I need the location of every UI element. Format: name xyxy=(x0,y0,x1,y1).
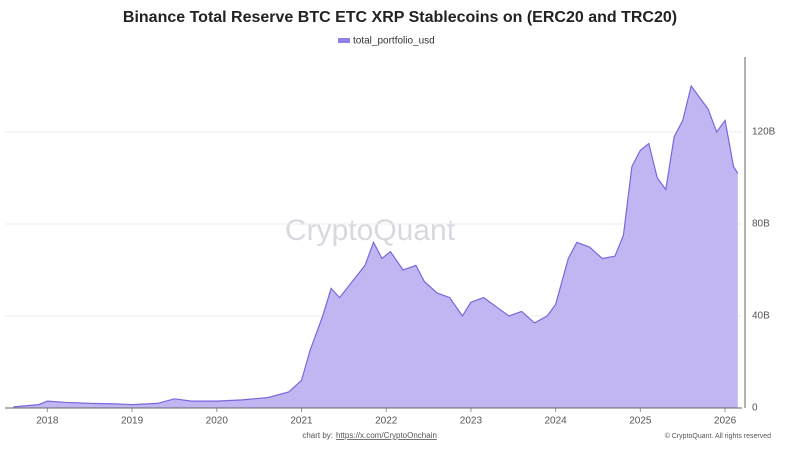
credit-prefix: chart by: xyxy=(302,431,333,440)
x-tick-label: 2022 xyxy=(375,416,398,427)
x-tick-label: 2026 xyxy=(714,416,737,427)
legend-swatch xyxy=(338,38,350,43)
y-tick-label: 120B xyxy=(752,127,776,138)
line xyxy=(13,84,739,408)
x-tick-label: 2019 xyxy=(121,416,144,427)
x-tick-label: 2020 xyxy=(206,416,229,427)
chart-title: Binance Total Reserve BTC ETC XRP Stable… xyxy=(123,9,677,26)
legend-label: total_portfolio_usd xyxy=(353,36,435,47)
y-tick-label: 40B xyxy=(752,311,770,322)
x-tick-label: 2018 xyxy=(36,416,59,427)
x-tick-label: 2025 xyxy=(629,416,652,427)
y-tick-label: 0 xyxy=(752,403,758,414)
x-tick-label: 2024 xyxy=(545,416,568,427)
y-tick-label: 80B xyxy=(752,219,770,230)
watermark: CryptoQuant xyxy=(285,214,456,247)
credit-link[interactable]: https://x.com/CryptoOnchain xyxy=(336,431,437,440)
x-tick-label: 2023 xyxy=(460,416,483,427)
x-tick-label: 2021 xyxy=(290,416,313,427)
copyright: © CryptoQuant. All rights reserved xyxy=(665,432,771,440)
